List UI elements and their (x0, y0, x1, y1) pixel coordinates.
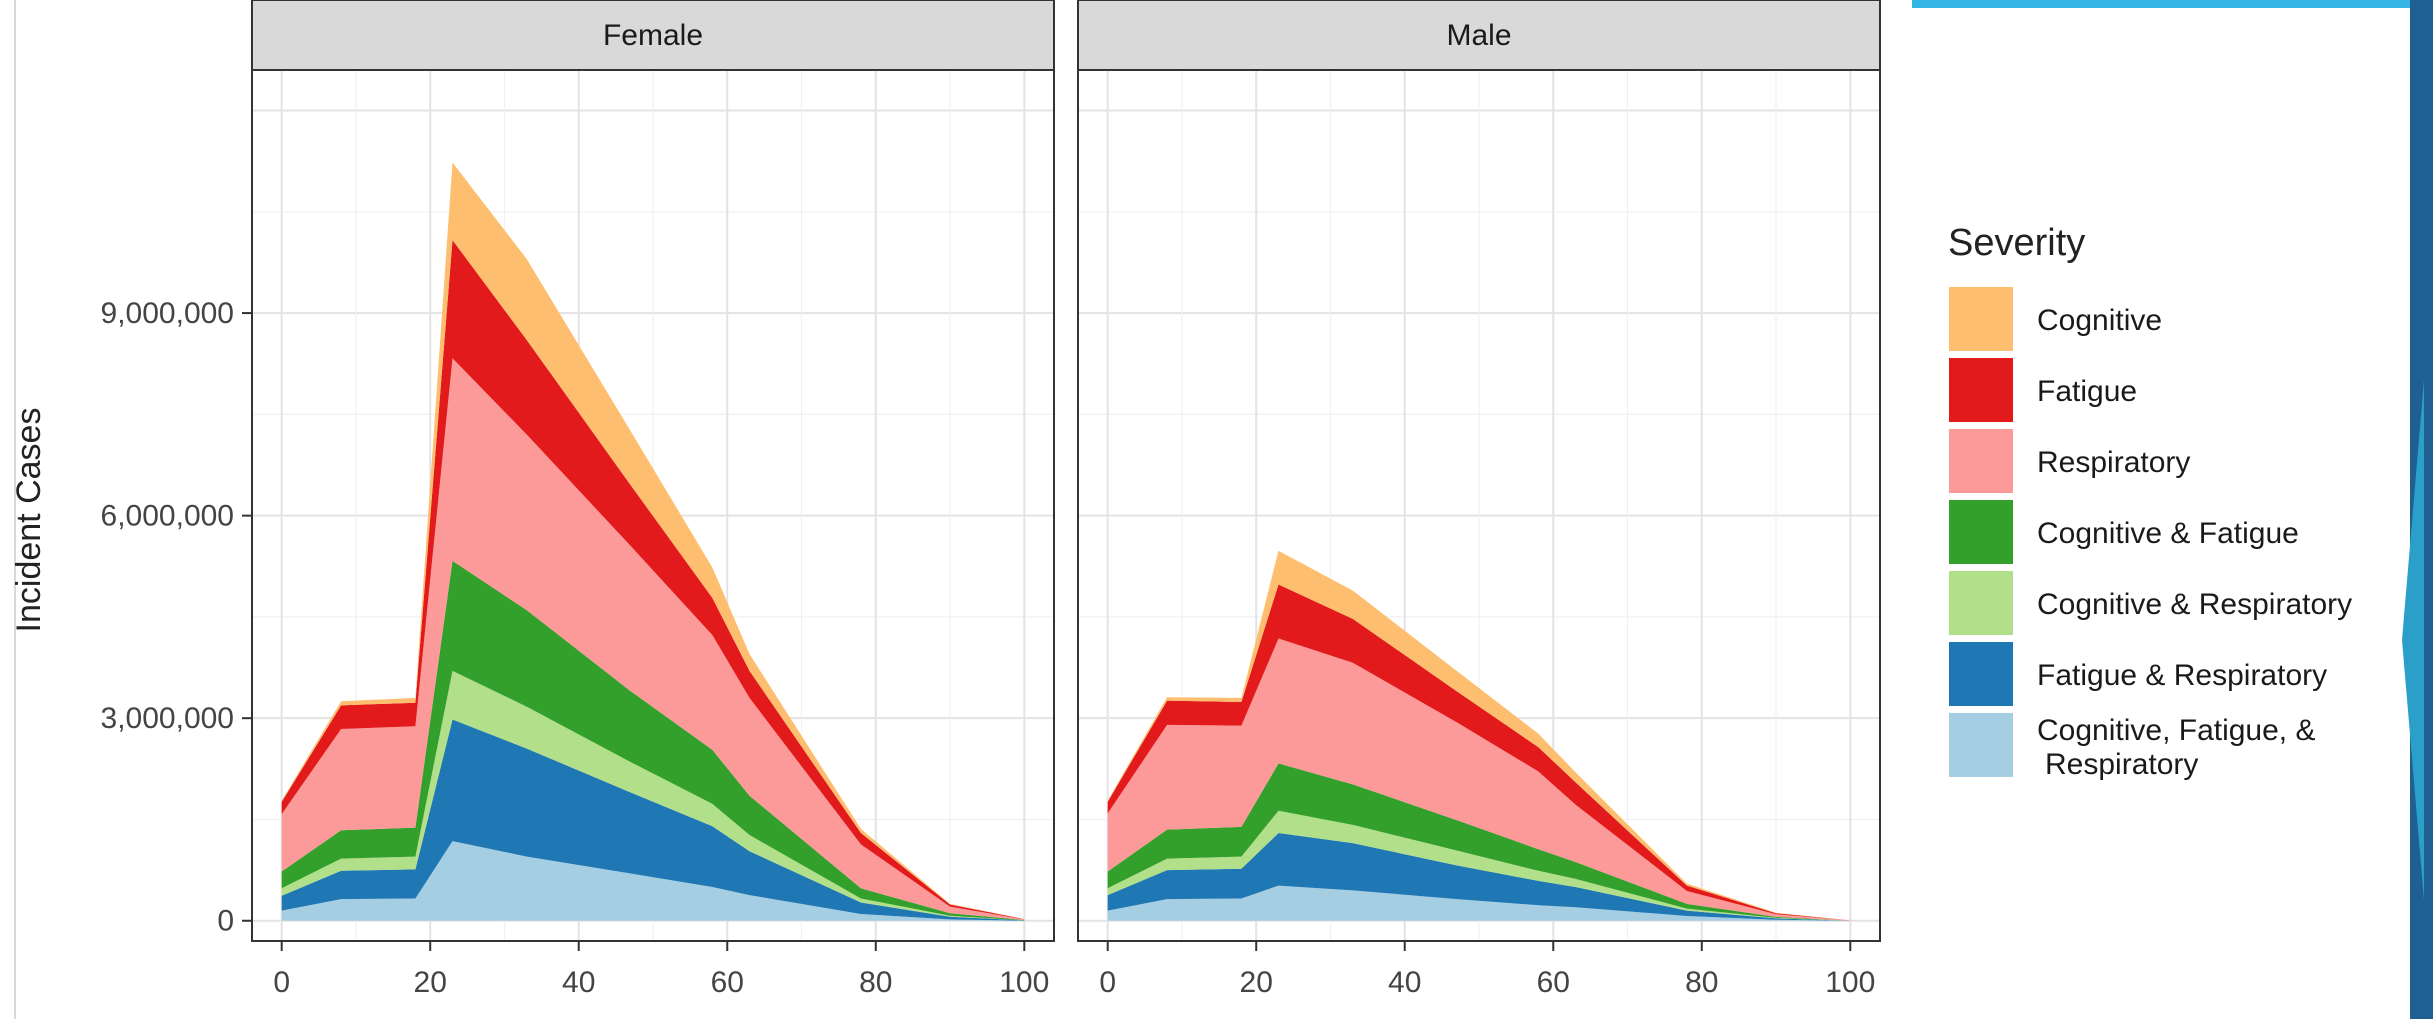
legend-swatch (1949, 429, 2013, 493)
legend-label: Cognitive & Respiratory (2037, 588, 2352, 621)
area-respiratory (1107, 638, 1851, 921)
legend-swatch (1949, 358, 2013, 422)
legend-item-fatigue: Fatigue (1949, 358, 2137, 422)
x-tick-label: 60 (1537, 966, 1570, 999)
legend-item-fat-resp: Fatigue & Respiratory (1949, 642, 2327, 706)
legend-item-respiratory: Respiratory (1949, 429, 2190, 493)
y-tick-label: 0 (217, 905, 234, 938)
x-tick-label: 100 (999, 966, 1049, 999)
y-axis-title: Incident Cases (10, 408, 48, 633)
area-cog-fat (1107, 763, 1851, 921)
legend-label: Cognitive & Fatigue (2037, 517, 2299, 550)
y-tick-label: 3,000,000 (101, 702, 234, 735)
facet-strip (251, 0, 1055, 71)
area-respiratory (281, 358, 1025, 921)
legend-item-cognitive: Cognitive (1949, 287, 2162, 351)
legend: Severity Cognitive Fatigue Respiratory Cogn… (1948, 222, 2352, 781)
facet-strip-label: Male (1446, 19, 1511, 52)
x-tick-label: 0 (1099, 966, 1116, 999)
panel-female: Female 0 20 40 60 80 100 (251, 0, 1055, 999)
slide-left-margin (0, 0, 16, 1019)
x-tick-label: 40 (562, 966, 595, 999)
legend-label: Cognitive (2037, 304, 2162, 337)
x-tick-label: 20 (414, 966, 447, 999)
area-fat-resp (281, 719, 1025, 921)
legend-swatch (1949, 713, 2013, 777)
x-axis: 0 20 40 60 80 100 (1099, 941, 1875, 999)
stacked-areas (281, 162, 1025, 921)
slide-accent-chevron (2402, 380, 2424, 900)
area-all-three (1107, 885, 1851, 921)
legend-item-cog-fat: Cognitive & Fatigue (1949, 500, 2299, 564)
y-tick-label: 9,000,000 (101, 297, 234, 330)
legend-label: Fatigue (2037, 375, 2137, 408)
facet-strip-label: Female (603, 19, 703, 52)
x-tick-label: 20 (1240, 966, 1273, 999)
stacked-areas (1107, 550, 1851, 921)
area-cog-fat (281, 560, 1025, 921)
legend-label: Respiratory (2037, 446, 2190, 479)
panels-layer: Female 0 20 40 60 80 100 Male 0 20 40 60 80 100 (251, 0, 1881, 999)
legend-swatch (1949, 571, 2013, 635)
legend-item-cog-resp: Cognitive & Respiratory (1949, 571, 2352, 635)
area-fat-resp (1107, 833, 1851, 921)
x-tick-label: 80 (859, 966, 892, 999)
area-cog-resp (1107, 810, 1851, 921)
x-tick-label: 100 (1825, 966, 1875, 999)
slide-accent-top-bar (1912, 0, 2433, 8)
legend-swatch (1949, 642, 2013, 706)
y-tick-label: 6,000,000 (101, 500, 234, 533)
x-tick-label: 40 (1388, 966, 1421, 999)
panel-male: Male 0 20 40 60 80 100 (1077, 0, 1881, 999)
legend-label: Cognitive, Fatigue, & Respiratory (2037, 714, 2315, 781)
y-axis: 0 3,000,000 6,000,000 9,000,000 (101, 297, 252, 938)
area-all-three (281, 841, 1025, 921)
area-cog-resp (281, 670, 1025, 921)
legend-item-all-three: Cognitive, Fatigue, & Respiratory (1949, 713, 2315, 781)
legend-swatch (1949, 500, 2013, 564)
x-tick-label: 80 (1685, 966, 1718, 999)
legend-label: Fatigue & Respiratory (2037, 659, 2327, 692)
legend-swatch (1949, 287, 2013, 351)
facet-strip (1077, 0, 1881, 71)
x-tick-label: 0 (273, 966, 290, 999)
legend-title: Severity (1948, 222, 2085, 264)
x-tick-label: 60 (711, 966, 744, 999)
x-axis: 0 20 40 60 80 100 (273, 941, 1049, 999)
